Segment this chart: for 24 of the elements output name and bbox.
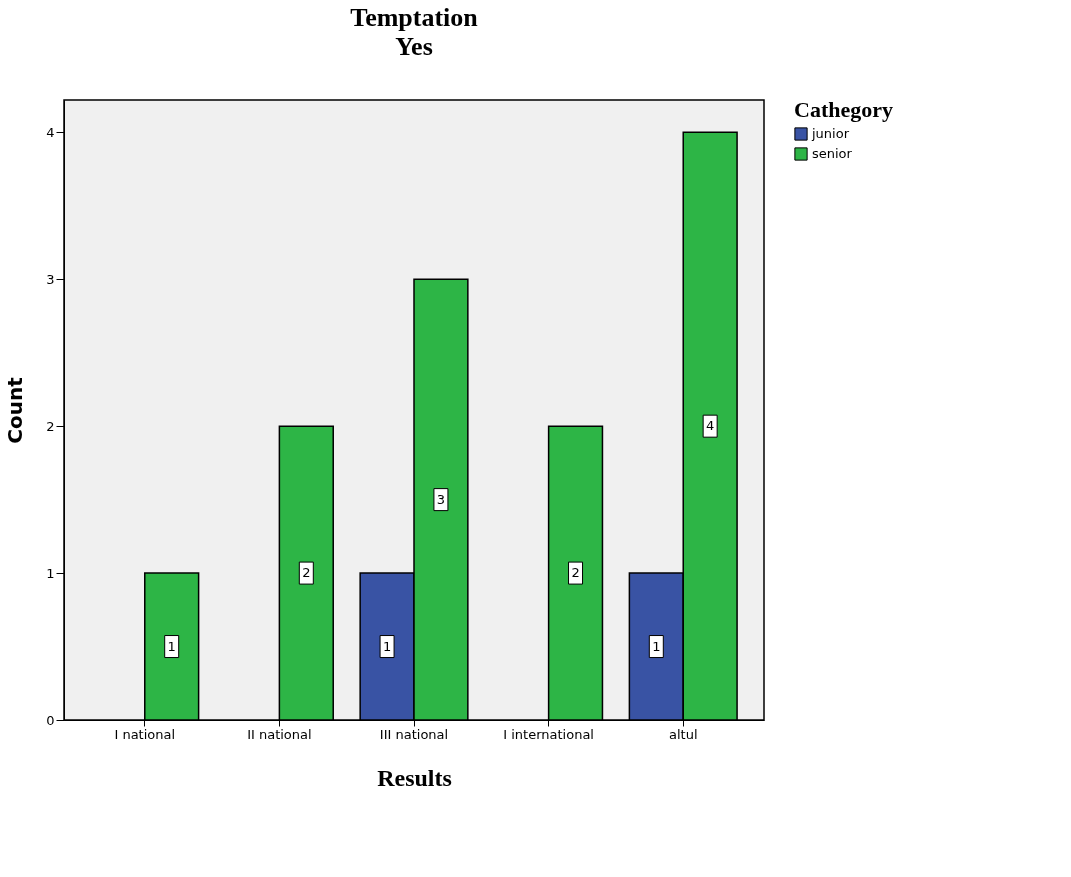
y-tick-label: 0 <box>46 712 55 728</box>
x-axis-title: Results <box>377 764 452 791</box>
legend-title: Cathegory <box>794 97 893 122</box>
data-label: 4 <box>706 418 715 434</box>
chart-subtitle: Yes <box>395 32 433 61</box>
chart-title: Temptation <box>350 3 479 32</box>
x-tick-label: III national <box>379 726 449 742</box>
y-tick-label: 1 <box>46 565 55 581</box>
x-tick-label: altul <box>668 726 698 742</box>
y-tick-label: 2 <box>46 418 55 434</box>
data-label: 3 <box>436 491 446 507</box>
x-tick-label: I national <box>114 726 176 742</box>
y-tick-label: 4 <box>46 124 55 140</box>
legend-label: junior <box>811 126 850 141</box>
legend-label: senior <box>812 146 853 161</box>
data-label: 2 <box>571 565 580 581</box>
data-label: 1 <box>167 638 176 654</box>
y-axis-title: Count <box>3 376 28 444</box>
y-tick-label: 3 <box>46 271 55 287</box>
x-tick-label: I international <box>503 726 594 742</box>
x-tick-label: II national <box>247 726 312 742</box>
data-label: 1 <box>652 638 661 654</box>
data-label: 1 <box>382 638 392 654</box>
data-label: 2 <box>302 565 311 581</box>
